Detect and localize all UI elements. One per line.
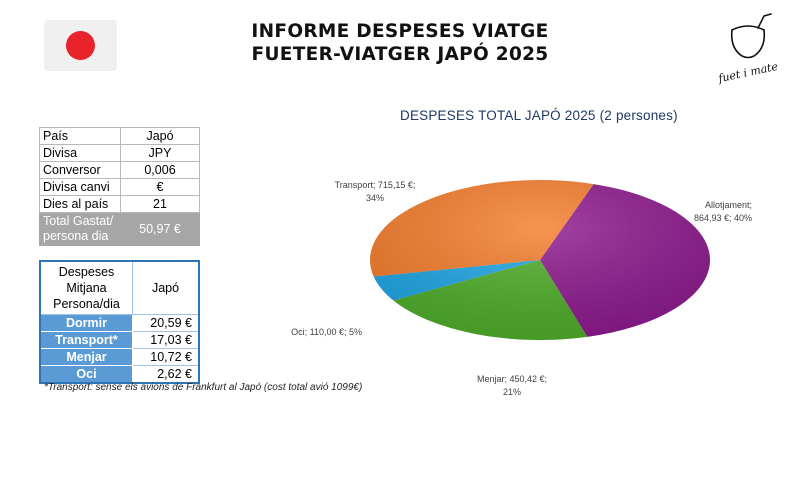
table-row: Conversor 0,006 [39,161,200,179]
table-header-row: Despeses Mitjana Persona/dia Japó [39,260,200,315]
header-line-3: Persona/dia [53,297,120,311]
header-line-2: Mitjana [66,281,107,295]
table-row: País Japó [39,127,200,145]
title-line-2: FUETER-VIATGER JAPÓ 2025 [251,44,549,65]
fuet-i-mate-logo: fuet i mate [716,13,780,85]
total-label-line-2: persona dia [43,229,109,243]
value-cell: 10,72 € [132,348,200,366]
total-label: Total Gastat/ persona dia [39,212,121,246]
title-line-1: INFORME DESPESES VIATGE [251,21,549,42]
label-transport: Transport; 715,15 €; 34% [335,180,416,203]
table-row: Oci 2,62 € [39,365,200,384]
japan-flag [44,20,117,71]
table-row: Divisa canvi € [39,178,200,196]
table-row: Menjar 10,72 € [39,348,200,366]
daily-expenses-table: Despeses Mitjana Persona/dia Japó Dormir… [39,260,200,384]
table-row: Transport* 17,03 € [39,331,200,349]
total-row: Total Gastat/ persona dia 50,97 € [39,212,200,246]
total-label-line-1: Total Gastat/ [43,214,114,228]
label-menjar: Menjar; 450,42 €; 21% [477,374,547,397]
footnote: *Transport: sense els avions de Frankfur… [44,382,363,393]
value-cell: 2,62 € [132,365,200,384]
table-row: Dies al país 21 [39,195,200,213]
row-value: 21 [120,195,200,213]
category-cell: Transport* [39,331,133,349]
header-line-1: Despeses [58,265,115,279]
table-row: Dormir 20,59 € [39,314,200,332]
row-label: Divisa canvi [39,178,121,196]
label-oci: Oci; 110,00 €; 5% [291,327,362,337]
report-title: INFORME DESPESES VIATGE FUETER-VIATGER J… [0,20,800,66]
category-cell: Oci [39,365,133,384]
total-value: 50,97 € [120,212,200,246]
flag-red-disc [66,31,95,60]
row-value: Japó [120,127,200,145]
category-cell: Dormir [39,314,133,332]
header-cell-despeses: Despeses Mitjana Persona/dia [39,260,133,315]
country-info-table: País Japó Divisa JPY Conversor 0,006 Div… [39,127,200,246]
chart-title: DESPESES TOTAL JAPÓ 2025 (2 persones) [400,108,678,123]
row-label: Divisa [39,144,121,162]
label-allotjament: Allotjament; 864,93 €; 40% [694,200,752,223]
category-cell: Menjar [39,348,133,366]
